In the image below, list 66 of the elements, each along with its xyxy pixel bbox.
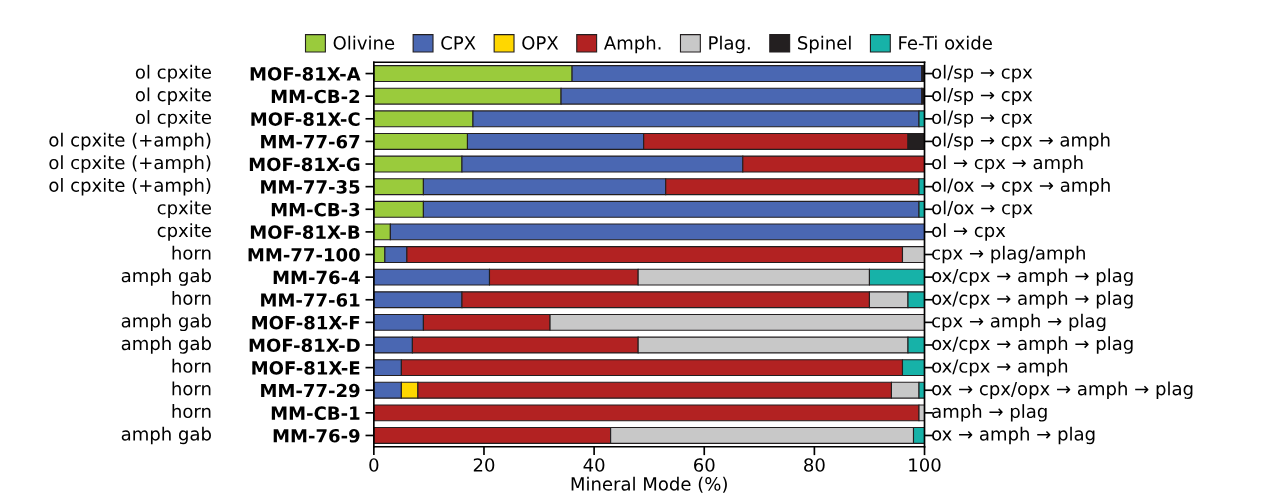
text: ol/ox → cpx → amph: [932, 177, 1110, 196]
text: amph → plag: [932, 404, 1047, 422]
text: ol → cpx → amph: [932, 155, 1083, 173]
text: ol/sp → cpx → amph: [932, 132, 1110, 151]
legend-label: Spinel: [798, 35, 851, 54]
text: cpxite: [157, 223, 211, 241]
text: cpx → plag/amph: [932, 245, 1085, 264]
text: horn: [172, 291, 211, 305]
x-tick-label: 60: [694, 458, 715, 472]
text: horn: [172, 381, 211, 396]
text: ox/cpx → amph → plag: [932, 291, 1133, 309]
legend-label: Amph.: [603, 35, 661, 54]
y-tick-label: MM-CB-3: [271, 202, 360, 217]
y-tick-label: MOF-81X-D: [249, 338, 360, 353]
text: amph gab: [121, 313, 211, 332]
y-tick-label: MM-77-100: [248, 247, 360, 262]
y-tick-label: MM-CB-1: [271, 406, 360, 420]
y-tick-label: MOF-81X-C: [251, 112, 360, 126]
y-tick-label: MM-77-29: [261, 383, 360, 398]
x-tick-label: 40: [583, 458, 605, 472]
text: ol cpxite: [135, 64, 211, 83]
legend-label: Plag.: [709, 35, 750, 54]
y-tick-label: MM-77-35: [261, 180, 360, 194]
text: horn: [172, 404, 211, 419]
text: ol cpxite: [135, 110, 211, 128]
y-tick-label: MM-77-67: [261, 134, 360, 149]
text: ol/sp → cpx: [932, 87, 1033, 105]
y-tick-label: MM-76-9: [273, 428, 360, 443]
legend-label: Fe-Ti oxide: [899, 35, 992, 50]
y-tick-label: MM-CB-2: [271, 89, 360, 104]
text: ox/cpx → amph → plag: [932, 268, 1133, 286]
x-axis-title: Mineral Mode (%): [571, 476, 727, 493]
text: ol cpxite: [135, 87, 211, 105]
text: amph gab: [121, 426, 211, 445]
y-tick-label: MOF-81X-E: [252, 361, 360, 375]
text: cpx → amph → plag: [932, 313, 1106, 332]
y-tick-label: MM-76-4: [273, 270, 360, 285]
legend-label: OPX: [522, 36, 559, 50]
x-tick-label: 100: [909, 458, 941, 472]
bar: [373, 404, 920, 422]
text: horn: [172, 358, 211, 373]
y-tick-label: MOF-81X-F: [252, 315, 360, 330]
text: horn: [172, 245, 211, 260]
legend-label: CPX: [441, 36, 476, 50]
text: ox/cpx → amph: [932, 358, 1068, 377]
x-tick-label: 0: [369, 458, 379, 472]
text: amph gab: [121, 268, 211, 286]
x-tick-label: 80: [804, 458, 825, 472]
text: ol/ox → cpx: [932, 200, 1033, 219]
y-tick-label: MOF-81X-G: [249, 157, 360, 172]
text: ox → cpx/opx → amph → plag: [932, 381, 1193, 399]
y-tick-label: MM-77-61: [261, 293, 360, 307]
text: ol cpxite (+amph): [49, 177, 211, 196]
text: ox/cpx → amph → plag: [932, 336, 1133, 354]
text: amph gab: [121, 336, 211, 354]
text: ol → cpx: [932, 223, 1006, 241]
y-tick-label: MOF-81X-A: [250, 67, 361, 81]
text: ol cpxite (+amph): [49, 155, 211, 173]
text: ox → amph → plag: [932, 426, 1095, 445]
legend-label: Olivine: [333, 35, 395, 50]
x-tick-label: 20: [473, 458, 495, 472]
text: ol/sp → cpx: [932, 64, 1033, 83]
text: cpxite: [157, 200, 211, 219]
y-tick-label: MOF-81X-B: [250, 225, 360, 240]
text: ol cpxite (+amph): [49, 132, 211, 151]
text: ol/sp → cpx: [932, 110, 1033, 128]
